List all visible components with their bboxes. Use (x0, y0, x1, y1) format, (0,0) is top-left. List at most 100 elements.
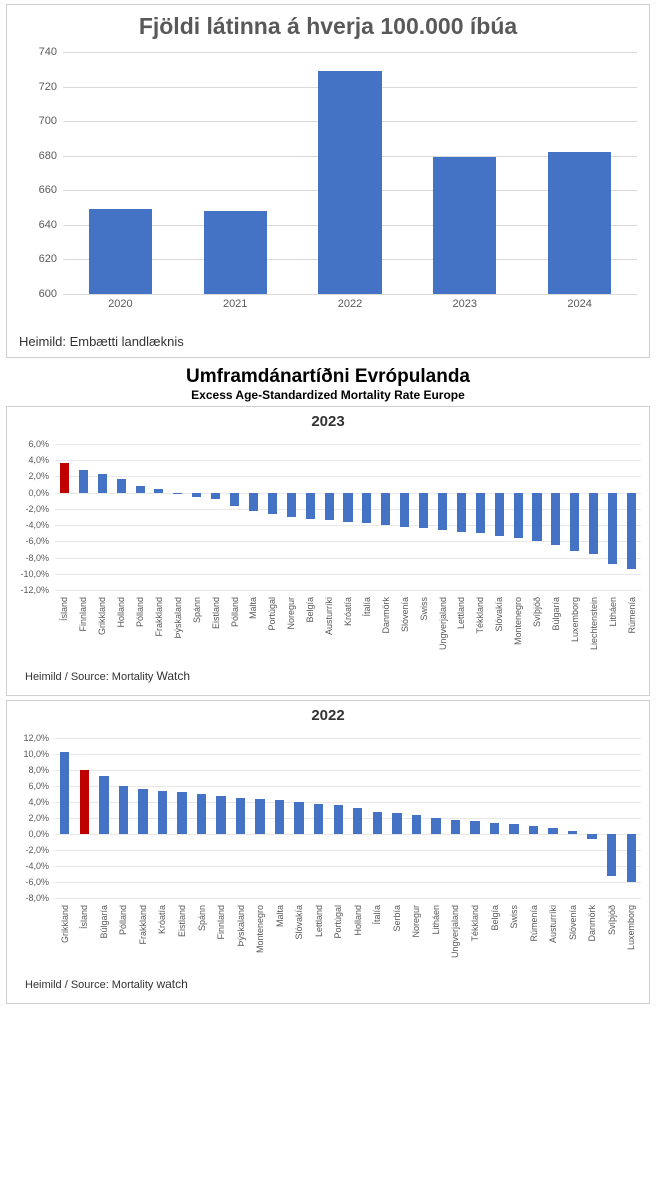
pctchart-xtick-label: Lettland (456, 597, 466, 629)
pctchart-bar (362, 493, 371, 524)
chart1-ytick-label: 680 (39, 150, 63, 162)
pctchart-xtick-label: Serbía (392, 905, 402, 932)
pctchart-ytick-label: 2,0% (28, 813, 55, 823)
pctchart-xtick-label: Eistland (211, 597, 221, 629)
pctchart-bar (216, 796, 225, 834)
pctchart-xtick-label: Swiss (509, 905, 519, 929)
pctchart-gridline (55, 738, 641, 739)
pctchart-xtick-label: Holland (116, 597, 126, 628)
pctchart-bar (80, 770, 89, 834)
pctchart-bar (294, 802, 303, 834)
chart-deaths-per-100k: Fjöldi látinna á hverja 100.000 íbúa 600… (6, 4, 650, 358)
pctchart-bar (627, 834, 636, 882)
pctchart-bar (197, 794, 206, 834)
pctchart-bar (381, 493, 390, 525)
chart1-bar (318, 71, 381, 294)
pctchart-bar (353, 808, 362, 834)
pctchart-xtick-label: Litháen (608, 597, 618, 627)
pctchart-xtick-label: Spánn (192, 597, 202, 623)
pctchart-bar (230, 493, 239, 506)
pctchart-ytick-label: 4,0% (28, 455, 55, 465)
pctchart-xtick-label: Tékkland (470, 905, 480, 942)
chart1-bar (548, 152, 611, 294)
pctchart-bar (373, 812, 382, 834)
pctchart-ytick-label: 8,0% (28, 765, 55, 775)
pctchart-xtick-label: Tékkland (475, 597, 485, 634)
chart1-plot: 600620640660680700720740 (63, 52, 637, 294)
pctchart-bar (255, 799, 264, 834)
pctchart-bar (138, 789, 147, 834)
chart1-bar (204, 211, 267, 294)
chart3-source: Heimild / Source: Mortality watch (7, 973, 649, 999)
pctchart-bar (117, 479, 126, 493)
pctchart-xtick-label: Svíþjóð (607, 905, 617, 935)
pctchart-gridline (55, 786, 641, 787)
pctchart-bar (98, 474, 107, 493)
pctchart-xtick-label: Noregur (286, 597, 296, 630)
section2-subheading: Excess Age-Standardized Mortality Rate E… (6, 388, 650, 402)
pctchart-xtick-label: Ítalía (372, 905, 382, 925)
chart1-ytick-label: 720 (39, 81, 63, 93)
chart1-gridline (63, 52, 637, 53)
pctchart-bar (249, 493, 258, 511)
pctchart-bar (192, 493, 201, 497)
pctchart-ytick-label: 4,0% (28, 797, 55, 807)
pctchart-bar (60, 463, 69, 492)
pctchart-bar (119, 786, 128, 834)
pctchart-bar (268, 493, 277, 514)
pctchart-xtick-label: Eistland (177, 905, 187, 937)
pctchart-gridline (55, 558, 641, 559)
chart-excess-2022: 2022 -8,0%-6,0%-4,0%-2,0%0,0%2,0%4,0%6,0… (6, 700, 650, 1004)
pctchart-bar (570, 493, 579, 551)
chart3-year: 2022 (7, 701, 649, 730)
pctchart-bar (99, 776, 108, 834)
pctchart-bar (275, 800, 284, 834)
pctchart-xtick-label: Grikkland (97, 597, 107, 635)
pctchart-xtick-label: Ungverjaland (450, 905, 460, 958)
pctchart-xtick-label: Slóvakía (494, 597, 504, 632)
chart2-source: Heimild / Source: Mortality Watch (7, 665, 649, 691)
pctchart-xtick-label: Austurríki (548, 905, 558, 943)
pctchart-bar (154, 489, 163, 492)
pctchart-xtick-label: Malta (248, 597, 258, 619)
pctchart-xtick-label: Rúmenía (627, 597, 637, 634)
chart2-source-prefix: Heimild / Source: Mortality (25, 671, 156, 683)
chart1-xtick-label: 2020 (108, 298, 132, 310)
pctchart-ytick-label: -6,0% (25, 536, 55, 546)
chart1-ytick-label: 740 (39, 46, 63, 58)
pctchart-xtick-label: Pólland (118, 905, 128, 935)
pctchart-ytick-label: 6,0% (28, 781, 55, 791)
pctchart-bar (173, 493, 182, 494)
pctchart-bar (457, 493, 466, 532)
section2-heading: Umframdánartíðni Evrópulanda (6, 366, 650, 388)
pctchart-xtick-label: Belgía (305, 597, 315, 623)
pctchart-bar (158, 791, 167, 834)
pctchart-bar (568, 831, 577, 834)
pctchart-gridline (55, 882, 641, 883)
chart1-ytick-label: 620 (39, 253, 63, 265)
pctchart-ytick-label: -6,0% (25, 877, 55, 887)
pctchart-bar (551, 493, 560, 545)
pctchart-xtick-label: Finnland (78, 597, 88, 632)
chart2-plot: -12,0%-10,0%-8,0%-6,0%-4,0%-2,0%0,0%2,0%… (55, 444, 641, 590)
pctchart-xtick-label: Portúgal (333, 905, 343, 939)
pctchart-ytick-label: 0,0% (28, 488, 55, 498)
pctchart-bar (548, 828, 557, 834)
pctchart-bar (343, 493, 352, 522)
chart1-ytick-label: 660 (39, 184, 63, 196)
pctchart-bar (177, 792, 186, 834)
chart1-bar (433, 157, 496, 294)
pctchart-gridline (55, 834, 641, 835)
pctchart-xtick-label: Belgía (490, 905, 500, 931)
pctchart-gridline (55, 460, 641, 461)
pctchart-xtick-label: Pólland (135, 597, 145, 627)
pctchart-xtick-label: Frakkland (138, 905, 148, 945)
pctchart-gridline (55, 850, 641, 851)
pctchart-gridline (55, 444, 641, 445)
pctchart-bar (532, 493, 541, 542)
pctchart-bar (587, 834, 596, 839)
pctchart-ytick-label: 12,0% (23, 733, 55, 743)
pctchart-bar (438, 493, 447, 530)
pctchart-xtick-label: Montenegro (513, 597, 523, 645)
pctchart-bar (412, 815, 421, 834)
